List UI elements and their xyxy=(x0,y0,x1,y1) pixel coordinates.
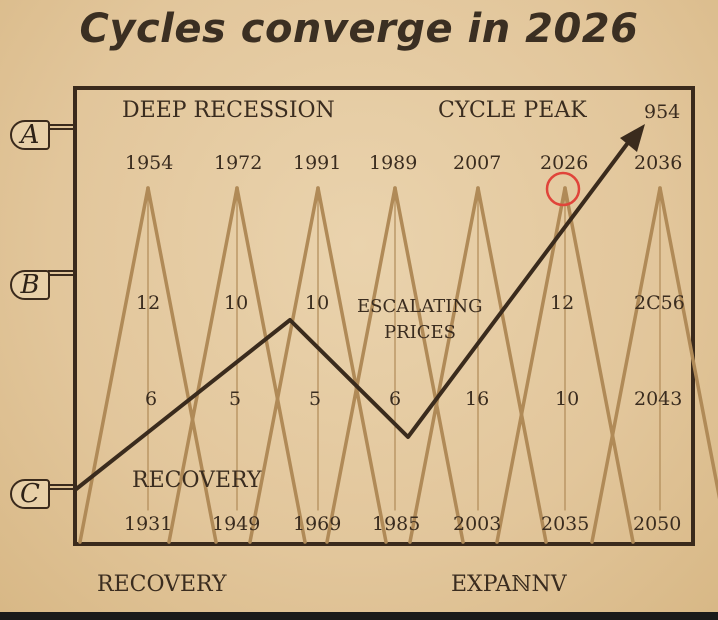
tab-b-connector xyxy=(48,270,74,276)
cycle-up-line xyxy=(495,186,567,544)
lower-value-3: 5 xyxy=(309,388,322,410)
tab-a: A xyxy=(10,120,50,150)
bottom-year-5: 2003 xyxy=(453,513,502,535)
cycle-up-line xyxy=(78,186,150,544)
lower-value-5: 16 xyxy=(465,388,490,410)
label-cycle-peak: CYCLE PEAK xyxy=(438,98,587,123)
cycle-down-line xyxy=(476,186,548,544)
bottom-bar xyxy=(0,612,718,620)
label-deep-recession: DEEP RECESSION xyxy=(122,98,335,123)
cycle-lines xyxy=(78,186,718,544)
bottom-year-3: 1969 xyxy=(293,513,342,535)
page-title: Cycles converge in 2026 xyxy=(79,6,639,52)
bottom-year-2: 1949 xyxy=(212,513,261,535)
mid-value-1: 12 xyxy=(136,292,161,314)
cycle-down-line xyxy=(316,186,388,544)
mid-value-2: 10 xyxy=(224,292,249,314)
tab-a-label: A xyxy=(20,120,40,150)
cycle-up-line xyxy=(248,186,320,544)
peak-year-5: 2007 xyxy=(453,152,502,174)
tab-c-label: C xyxy=(20,479,40,509)
lower-value-6: 10 xyxy=(555,388,580,410)
lower-value-7: 2043 xyxy=(634,388,683,410)
peak-year-4: 1989 xyxy=(369,152,418,174)
label-inner-recovery: RECOVERY xyxy=(132,468,262,493)
trend-group xyxy=(73,124,645,492)
bottom-year-4: 1985 xyxy=(372,513,421,535)
cycle-down-line xyxy=(563,186,635,544)
cycle-down-line xyxy=(393,186,465,544)
tab-a-connector xyxy=(48,124,74,130)
mid-value-5: 2C56 xyxy=(634,292,685,314)
cycle-up-line xyxy=(167,186,239,544)
cycle-down-line xyxy=(658,186,718,500)
label-escalating: ESCALATING xyxy=(357,296,483,317)
tab-b: B xyxy=(10,270,50,300)
cycle-down-line xyxy=(146,186,218,544)
peak-year-1: 1954 xyxy=(125,152,174,174)
peak-year-2: 1972 xyxy=(214,152,263,174)
peak-year-6: 2026 xyxy=(540,152,589,174)
peak-year-3: 1991 xyxy=(293,152,342,174)
peak-year-7: 2036 xyxy=(634,152,683,174)
mid-value-4: 12 xyxy=(550,292,575,314)
bottom-year-6: 2035 xyxy=(541,513,590,535)
arrow-head-icon xyxy=(620,124,645,152)
bottom-year-1: 1931 xyxy=(124,513,173,535)
cycle-up-line xyxy=(590,186,662,544)
tab-c: C xyxy=(10,479,50,509)
lower-value-1: 6 xyxy=(145,388,158,410)
label-prices: PRICES xyxy=(384,322,457,343)
footer-expansion: EXPAℕNV xyxy=(451,572,567,597)
tab-c-connector xyxy=(48,484,74,490)
cycle-down-line xyxy=(235,186,307,544)
tab-b-label: B xyxy=(20,270,40,300)
cycle-up-line xyxy=(408,186,480,544)
convergence-highlight-circle xyxy=(545,171,581,207)
footer-recovery: RECOVERY xyxy=(97,572,227,597)
label-corner-value: 954 xyxy=(644,101,681,123)
cycle-up-line xyxy=(325,186,397,544)
trend-line xyxy=(73,138,632,492)
bottom-year-7: 2050 xyxy=(633,513,682,535)
lower-value-4: 6 xyxy=(389,388,402,410)
lower-value-2: 5 xyxy=(229,388,242,410)
mid-value-3: 10 xyxy=(305,292,330,314)
diagram-frame xyxy=(73,86,695,546)
